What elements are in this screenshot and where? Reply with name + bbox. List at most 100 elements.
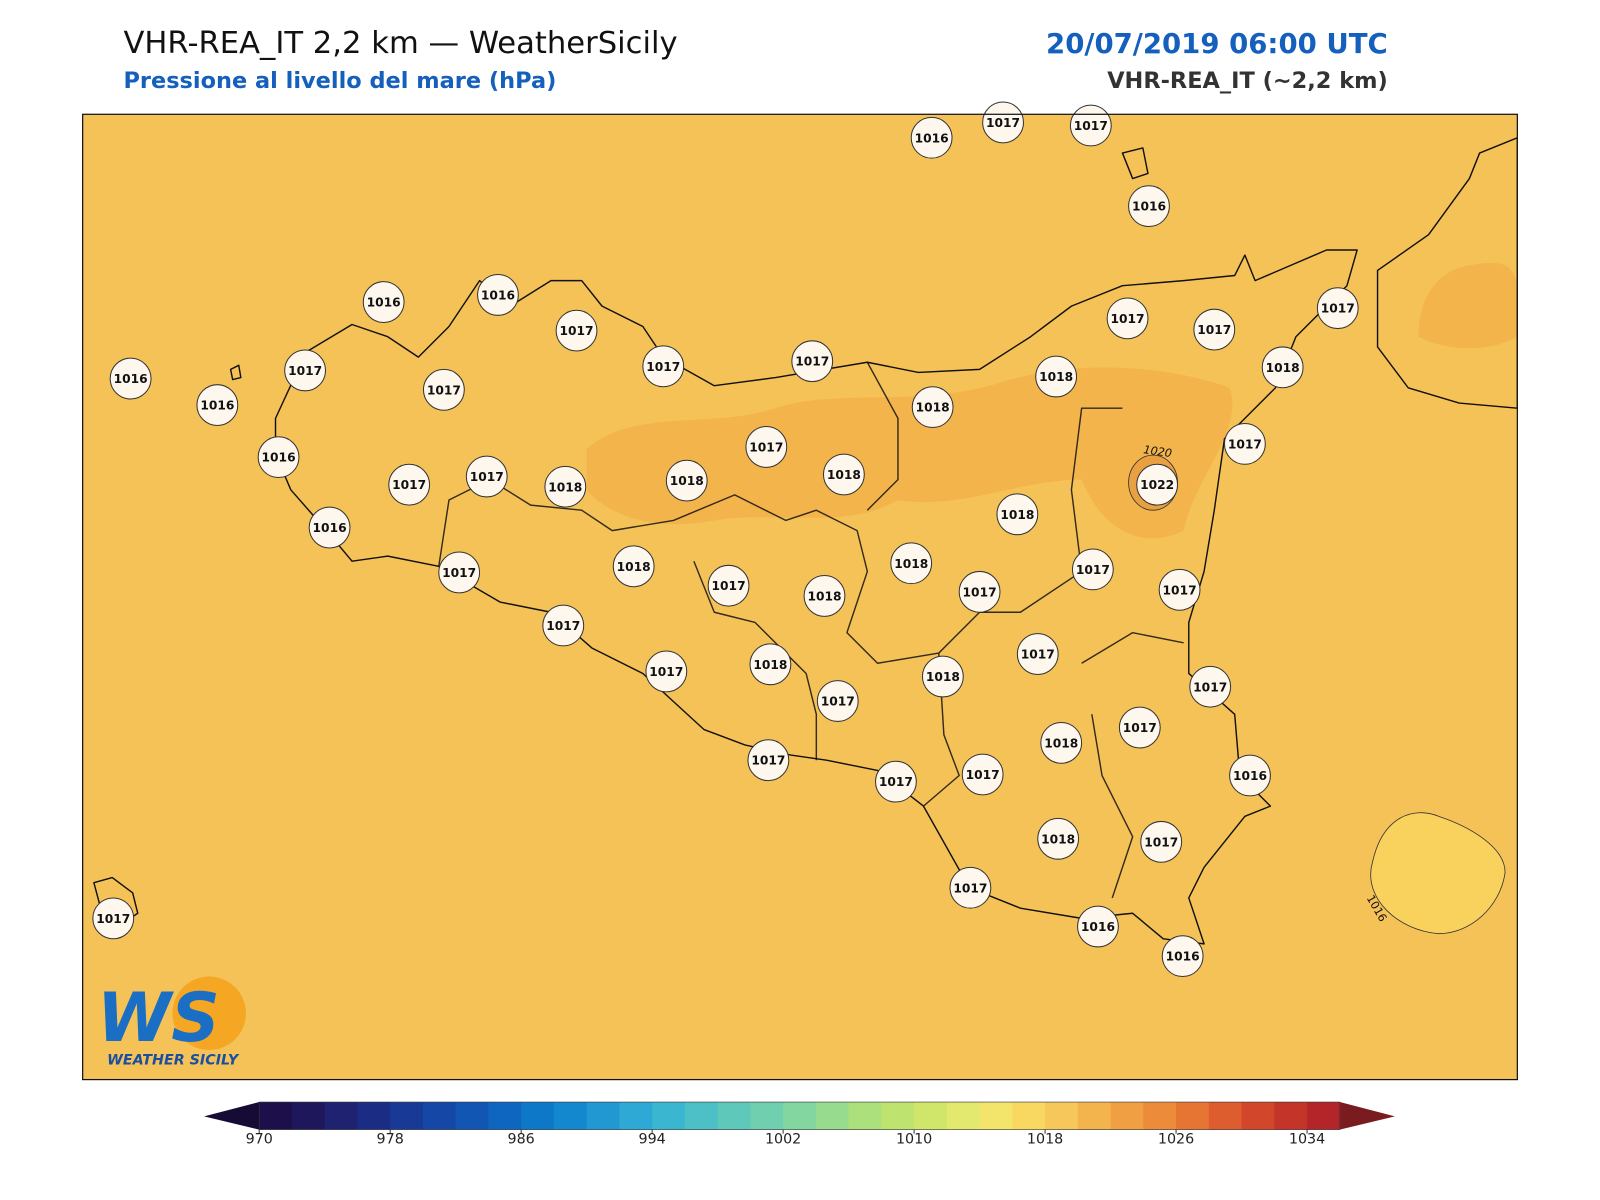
station-value: 1016 (114, 372, 148, 386)
station-marker (284, 349, 327, 392)
station-value: 1022 (1140, 478, 1174, 492)
model-label: VHR-REA_IT (~2,2 km) (1107, 68, 1388, 94)
contour-label: 1020 (1143, 443, 1173, 460)
station-value: 1017 (751, 754, 785, 768)
station: 1017 (1118, 706, 1161, 749)
station-marker (1016, 633, 1059, 675)
station: 1017 (645, 650, 688, 693)
colorbar-segment (684, 1102, 719, 1130)
station: 1018 (822, 453, 865, 496)
station-value: 1018 (753, 658, 787, 672)
colorbar-segment (619, 1102, 653, 1130)
station-marker (791, 340, 834, 383)
station: 1016 (477, 273, 519, 316)
station-value: 1017 (749, 440, 783, 454)
station-value: 1017 (1163, 583, 1197, 597)
station-marker (958, 570, 1001, 613)
station-marker (982, 101, 1024, 144)
station-value: 1016 (200, 399, 234, 413)
colorbar-segment (1241, 1102, 1275, 1130)
station-marker (745, 426, 788, 468)
station: 1018 (1037, 817, 1080, 860)
station: 1017 (982, 101, 1024, 144)
station-marker (961, 753, 1004, 796)
logo-name: WEATHER SICILY (107, 1052, 240, 1068)
station-value: 1018 (548, 480, 582, 494)
colorbar-segment (946, 1102, 981, 1130)
station: 1018 (612, 545, 655, 588)
station-value: 1017 (1193, 680, 1227, 694)
station: 1017 (961, 753, 1004, 796)
colorbar-segment (1176, 1102, 1210, 1130)
colorbar-segment (422, 1102, 457, 1130)
station: 1017 (1106, 297, 1149, 340)
station-value: 1018 (1039, 370, 1073, 384)
colorbar-segment (586, 1102, 620, 1130)
map: 1020 1016 1016 1017 1017 1016 1016 1016 1017 10… (82, 101, 1518, 1081)
colorbar-segment (783, 1102, 817, 1130)
station-marker (1071, 548, 1114, 591)
station: 1017 (791, 340, 834, 383)
station: 1017 (284, 349, 327, 392)
colorbar-segment (1208, 1102, 1243, 1130)
pressure-area (586, 367, 1233, 539)
station-value: 1018 (1041, 832, 1075, 846)
station: 1018 (749, 643, 792, 686)
colorbar-segment (815, 1102, 850, 1130)
station-marker (921, 655, 964, 698)
station-value: 1018 (670, 474, 704, 488)
station-marker (1261, 346, 1304, 389)
station: 1016 (1128, 185, 1170, 228)
station-value: 1017 (795, 355, 829, 369)
station-value: 1017 (288, 364, 322, 378)
station-value: 1017 (1228, 437, 1262, 451)
station-marker (422, 368, 465, 411)
map-frame (82, 113, 1518, 1081)
station: 1018 (1035, 355, 1078, 398)
station-marker (911, 386, 954, 429)
station: 1016 (257, 436, 300, 479)
station-marker (555, 309, 598, 352)
station: 1017 (745, 426, 788, 468)
colorbar-tick-label: 986 (508, 1131, 535, 1147)
colorbar-segment (390, 1102, 424, 1130)
station: 1018 (911, 386, 954, 429)
colorbar-extend-low (204, 1102, 260, 1130)
station-value: 1017 (953, 881, 987, 895)
station-marker (875, 760, 917, 803)
station-value: 1017 (546, 619, 580, 633)
station: 1016 (1229, 754, 1271, 797)
station: 1017 (707, 564, 750, 607)
station-marker (388, 463, 431, 506)
station-value: 1017 (1076, 563, 1110, 577)
station-value: 1016 (1081, 920, 1115, 934)
station-value: 1017 (1021, 648, 1055, 662)
colorbar-segment (357, 1102, 391, 1130)
station-marker (747, 739, 790, 782)
station-marker (1069, 104, 1112, 147)
station-value: 1018 (916, 401, 950, 415)
colorbar-segment (324, 1102, 358, 1130)
station-marker (196, 384, 239, 427)
station-marker (1128, 185, 1170, 228)
station: 1017 (465, 455, 508, 498)
station-marker (1077, 905, 1119, 948)
colorbar-tick-label: 994 (639, 1131, 666, 1147)
colorbar-segment (1045, 1102, 1079, 1130)
station-marker (308, 506, 351, 549)
colorbar-segment (979, 1102, 1013, 1130)
station: 1017 (1069, 104, 1112, 147)
colorbar-tick-label: 1034 (1289, 1131, 1325, 1147)
station-marker (707, 564, 750, 607)
station-value: 1018 (807, 589, 841, 603)
station: 1017 (1071, 548, 1114, 591)
station-value: 1017 (821, 695, 855, 709)
station-marker (816, 680, 859, 722)
station: 1022 (1136, 463, 1179, 506)
station: 1018 (996, 493, 1039, 536)
station-marker (1118, 706, 1161, 749)
station-marker (257, 436, 300, 479)
station-value: 1017 (1111, 312, 1145, 326)
station-marker (910, 116, 953, 159)
station: 1016 (308, 506, 351, 549)
